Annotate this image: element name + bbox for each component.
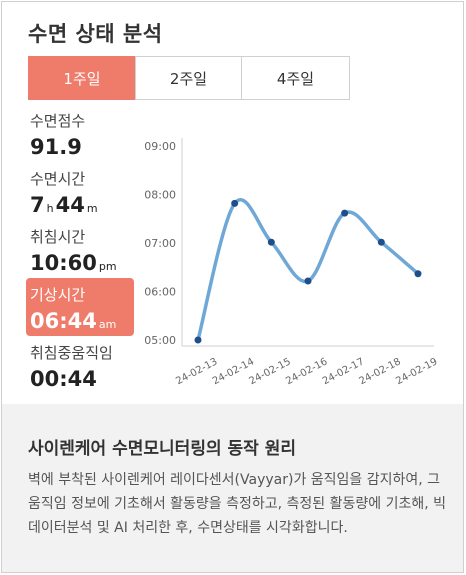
stat-sleep-time: 수면시간 7 h44 m [30, 168, 100, 217]
minutes-unit: m [86, 202, 98, 215]
data-point [414, 270, 422, 278]
stat-wake-time: 기상시간 06:44 am [30, 284, 118, 333]
hours-value: 7 [30, 193, 45, 217]
stat-value: 7 h44 m [30, 193, 100, 217]
stat-movement: 취침중움직임 00:44 [30, 342, 113, 391]
wake-time-highlight [26, 278, 134, 336]
hours-unit: h [46, 202, 54, 215]
data-point [267, 238, 275, 246]
info-heading: 사이렌케어 수면모니터링의 동작 원리 [28, 439, 296, 459]
stat-value: 10:60 pm [30, 251, 119, 275]
bed-time-value: 10:60 [30, 251, 97, 275]
stat-label: 기상시간 [30, 286, 86, 304]
stat-label: 취침중움직임 [30, 344, 113, 362]
x-tick-label: 24-02-19 [394, 356, 439, 387]
stat-bed-time: 취침시간 10:60 pm [30, 226, 119, 275]
wake-time-line-chart: 09:0008:0007:0006:0005:0024-02-1324-02-1… [144, 138, 439, 387]
y-tick-label: 08:00 [144, 189, 176, 202]
y-tick-label: 06:00 [144, 286, 176, 299]
tab-4-weeks[interactable]: 4주일 [241, 56, 350, 100]
info-body: 벽에 부착된 사이렌케어 레이다센서(Vayyar)가 움직임을 감지하여, 그… [28, 472, 447, 536]
data-point [304, 277, 312, 285]
stat-label: 수면점수 [30, 112, 86, 130]
stat-label: 수면시간 [30, 170, 86, 188]
stat-value: 00:44 [30, 367, 97, 391]
minutes-value: 44 [55, 193, 85, 217]
stat-sleep-score: 수면점수 91.9 [30, 110, 85, 159]
stat-label: 취침시간 [30, 228, 86, 246]
stat-value: 06:44 am [30, 309, 118, 333]
period-tabs: 1주일 2주일 4주일 [28, 56, 350, 100]
bed-time-suffix: pm [98, 260, 117, 273]
info-panel: 사이렌케어 수면모니터링의 동작 원리 벽에 부착된 사이렌케어 레이다센서(V… [2, 404, 463, 572]
y-tick-label: 07:00 [144, 237, 176, 250]
data-point [377, 238, 385, 246]
wake-time-value: 06:44 [30, 309, 97, 333]
y-tick-label: 05:00 [144, 334, 176, 347]
page-title: 수면 상태 분석 [28, 22, 163, 46]
stat-value: 91.9 [30, 135, 82, 159]
tab-1-week[interactable]: 1주일 [28, 56, 136, 100]
y-tick-label: 09:00 [144, 140, 176, 153]
tab-2-weeks[interactable]: 2주일 [135, 56, 242, 100]
data-point [341, 209, 349, 217]
data-point [194, 336, 202, 344]
wake-time-suffix: am [98, 318, 117, 331]
data-point [231, 199, 239, 207]
series-line [196, 198, 420, 342]
